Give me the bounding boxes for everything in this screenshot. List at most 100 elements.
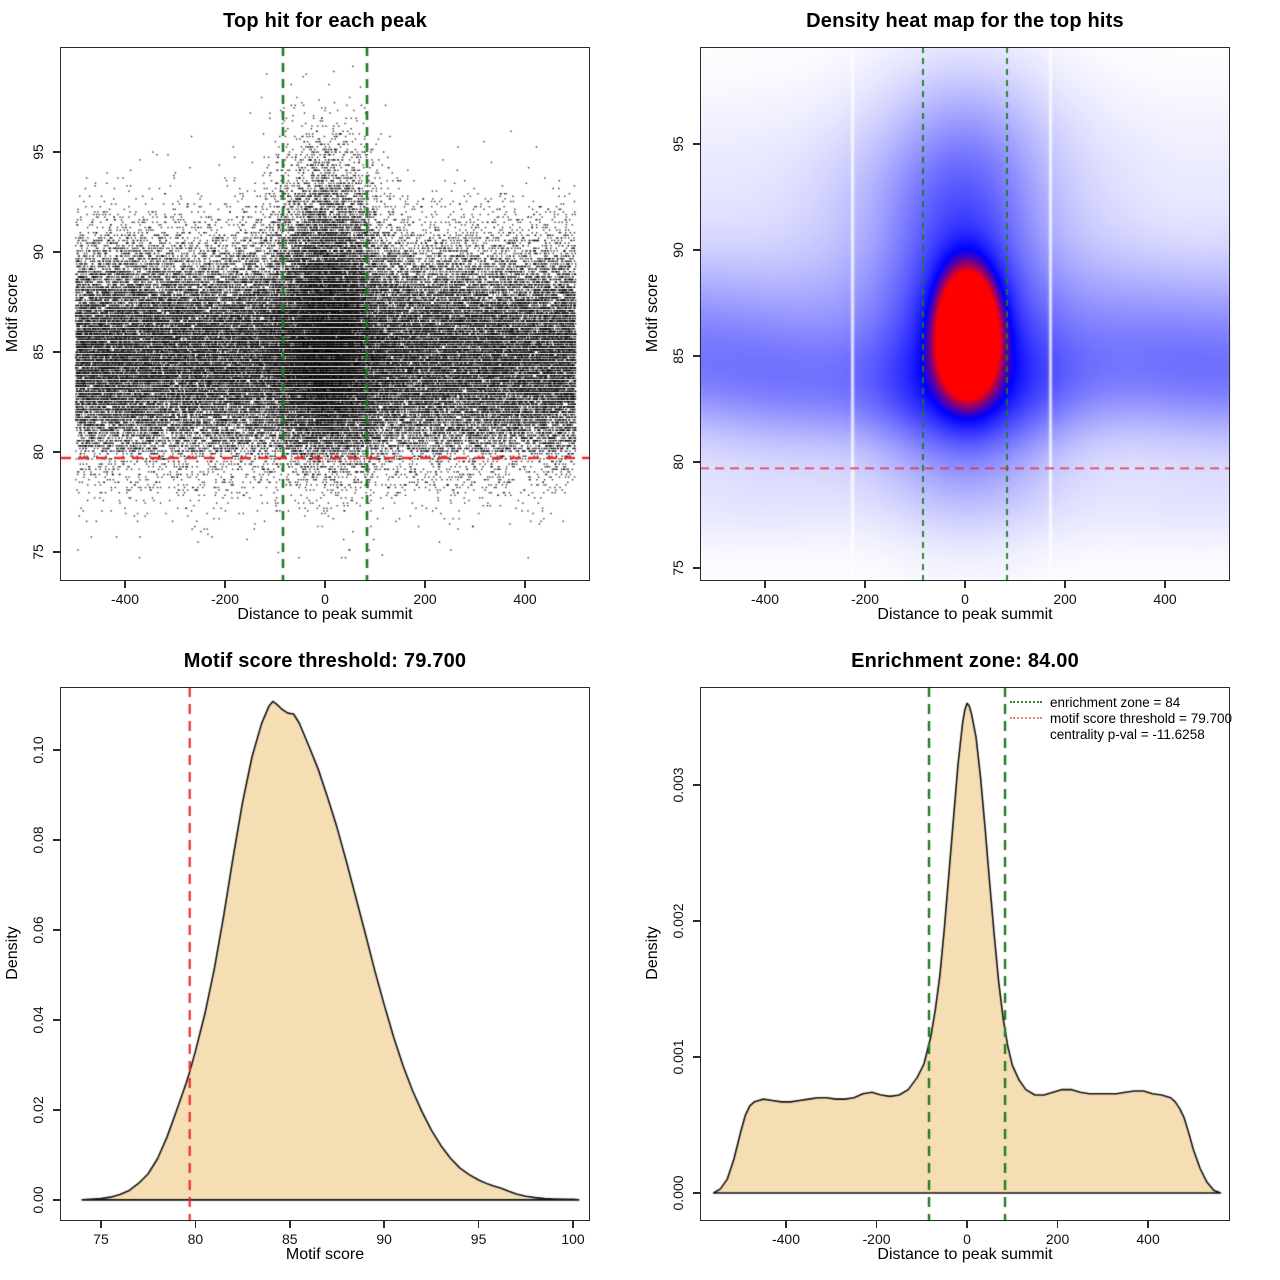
- x-axis-label: Distance to peak summit: [237, 606, 413, 623]
- y-axis-tick: [693, 567, 700, 569]
- panel-density-heatmap: Density heat map for the top hits Distan…: [640, 0, 1280, 640]
- x-axis-tick: [764, 581, 766, 588]
- x-tick-label: 95: [470, 1231, 487, 1247]
- y-tick-label: 90: [30, 244, 46, 260]
- panel-top-hit-scatter: Top hit for each peak Distance to peak s…: [0, 0, 640, 640]
- y-axis-tick: [53, 1199, 60, 1201]
- x-axis-tick: [194, 1221, 197, 1228]
- x-tick-label: 400: [513, 591, 537, 607]
- y-axis-tick: [693, 784, 700, 786]
- y-tick-label: 80: [670, 454, 686, 470]
- y-axis-tick: [693, 1192, 700, 1194]
- y-tick-label: 0.10: [30, 736, 46, 764]
- x-axis-tick: [964, 581, 966, 588]
- y-axis-tick: [53, 1109, 60, 1111]
- x-tick-label: 400: [1153, 591, 1177, 607]
- panel-title: Enrichment zone: 84.00: [851, 650, 1079, 672]
- y-axis-label: Motif score: [4, 273, 21, 353]
- plot-box: [700, 687, 1230, 1221]
- y-axis-tick: [53, 929, 60, 931]
- x-tick-label: 200: [1053, 591, 1077, 607]
- heatmap-canvas: [640, 0, 1280, 640]
- x-axis-tick: [124, 581, 126, 588]
- legend-label: motif score threshold = 79.700: [1050, 710, 1232, 726]
- x-tick-label: 0: [961, 591, 969, 607]
- legend-label: centrality p-val = -11.6258: [1050, 726, 1205, 742]
- x-tick-label: -400: [110, 591, 140, 607]
- y-axis-tick: [693, 1056, 700, 1058]
- y-tick-label: 0.08: [30, 826, 46, 854]
- x-axis-tick: [383, 1221, 385, 1228]
- x-tick-label: 0: [321, 591, 329, 607]
- x-axis-tick: [524, 581, 526, 588]
- x-tick-label: 90: [376, 1231, 392, 1247]
- y-axis-tick: [693, 920, 700, 922]
- panel-title: Motif score threshold: 79.700: [183, 650, 467, 672]
- x-tick-label: -400: [771, 1231, 800, 1247]
- x-tick-label: -200: [862, 1231, 891, 1247]
- red-dotted-line-icon: [1010, 717, 1042, 719]
- x-tick-label: 200: [413, 591, 437, 607]
- x-axis-label: Distance to peak summit: [877, 606, 1053, 623]
- x-axis-tick: [224, 581, 226, 588]
- y-axis-tick: [693, 355, 700, 357]
- plot-box: [60, 47, 590, 581]
- x-axis-tick: [477, 1221, 480, 1228]
- y-axis-tick: [53, 1019, 60, 1021]
- x-axis-tick: [785, 1221, 787, 1228]
- y-tick-label: 0.001: [670, 1039, 686, 1075]
- x-tick-label: 400: [1136, 1231, 1160, 1247]
- y-axis-tick: [53, 151, 60, 153]
- blue-dot-icon: [1010, 725, 1042, 743]
- x-axis-tick: [1056, 1221, 1059, 1228]
- scatter-canvas: [0, 0, 640, 640]
- x-axis-label: Motif score: [285, 1246, 365, 1263]
- y-axis-tick: [53, 749, 60, 751]
- plot-box: [60, 687, 590, 1221]
- y-tick-label: 75: [670, 560, 686, 576]
- x-axis-tick: [324, 581, 326, 588]
- y-tick-label: 95: [30, 144, 46, 160]
- x-axis-tick: [1164, 581, 1166, 588]
- x-tick-label: 75: [93, 1231, 109, 1247]
- y-axis-tick: [53, 251, 60, 253]
- y-axis-label: Motif score: [644, 273, 661, 353]
- x-axis-label: Distance to peak summit: [877, 1246, 1053, 1263]
- y-axis-tick: [53, 551, 60, 553]
- y-axis-label: Density: [644, 926, 661, 980]
- x-tick-label: 200: [1045, 1231, 1070, 1247]
- green-dotted-line-icon: [1010, 701, 1042, 703]
- y-tick-label: 0.04: [30, 1006, 46, 1034]
- density-canvas: [0, 640, 640, 1280]
- y-tick-label: 80: [30, 444, 46, 460]
- y-tick-label: 95: [670, 136, 686, 152]
- panel-motif-score-density: Motif score threshold: 79.700 Motif scor…: [0, 640, 640, 1280]
- y-tick-label: 90: [670, 242, 686, 258]
- panel-enrichment-zone-density: Enrichment zone: 84.00 Distance to peak …: [640, 640, 1280, 1280]
- x-axis-tick: [100, 1221, 102, 1228]
- y-tick-label: 0.002: [670, 903, 686, 939]
- y-axis-tick: [693, 461, 700, 463]
- y-axis-tick: [693, 143, 700, 145]
- panel-title: Top hit for each peak: [223, 10, 427, 32]
- x-tick-label: 0: [963, 1231, 971, 1247]
- y-axis-tick: [53, 351, 60, 353]
- plot-box: [700, 47, 1230, 581]
- y-axis-tick: [693, 249, 700, 251]
- x-axis-tick: [572, 1221, 574, 1228]
- x-axis-tick: [424, 581, 426, 588]
- y-tick-label: 85: [30, 344, 46, 360]
- x-axis-tick: [1147, 1221, 1149, 1228]
- x-tick-label: -400: [750, 591, 780, 607]
- x-axis-tick: [966, 1221, 968, 1228]
- x-tick-label: 85: [281, 1231, 298, 1247]
- x-tick-label: -200: [850, 591, 880, 607]
- y-tick-label: 75: [30, 544, 46, 560]
- y-axis-tick: [53, 839, 60, 841]
- x-tick-label: 80: [187, 1231, 204, 1247]
- y-axis-label: Density: [4, 926, 21, 980]
- legend-label: enrichment zone = 84: [1050, 694, 1181, 710]
- x-tick-label: 100: [561, 1231, 585, 1247]
- x-axis-tick: [864, 581, 866, 588]
